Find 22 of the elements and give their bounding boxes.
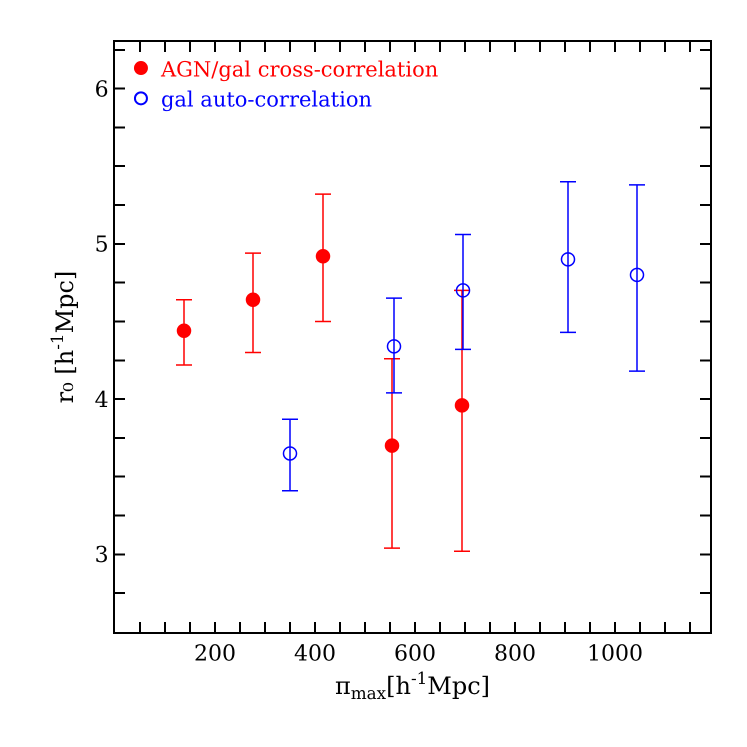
- x-tick-label: 800: [494, 641, 536, 666]
- point: [384, 438, 400, 453]
- legend-label: gal auto-correlation: [160, 88, 372, 112]
- x-axis-title: π$_{max}$[h$^{-1}$Mpc]: [334, 668, 490, 704]
- point: [560, 252, 576, 267]
- y-tick-label: 4: [94, 388, 109, 413]
- point: [456, 283, 470, 298]
- y-tick-label: 3: [94, 543, 109, 568]
- point: [316, 249, 330, 264]
- point: [246, 292, 260, 307]
- x-tick-label: 400: [294, 641, 336, 666]
- x-tick-label: 200: [194, 641, 236, 666]
- y-tick-label: 5: [94, 232, 109, 258]
- point: [176, 324, 192, 338]
- point: [282, 446, 298, 461]
- point: [386, 339, 402, 354]
- point: [454, 398, 470, 413]
- point: [630, 268, 644, 282]
- x-tick-label: 1000: [587, 641, 643, 666]
- x-tick-label: 600: [394, 641, 436, 666]
- legend-label: AGN/gal cross-correlation: [160, 57, 438, 82]
- y-tick-label: 6: [94, 77, 109, 102]
